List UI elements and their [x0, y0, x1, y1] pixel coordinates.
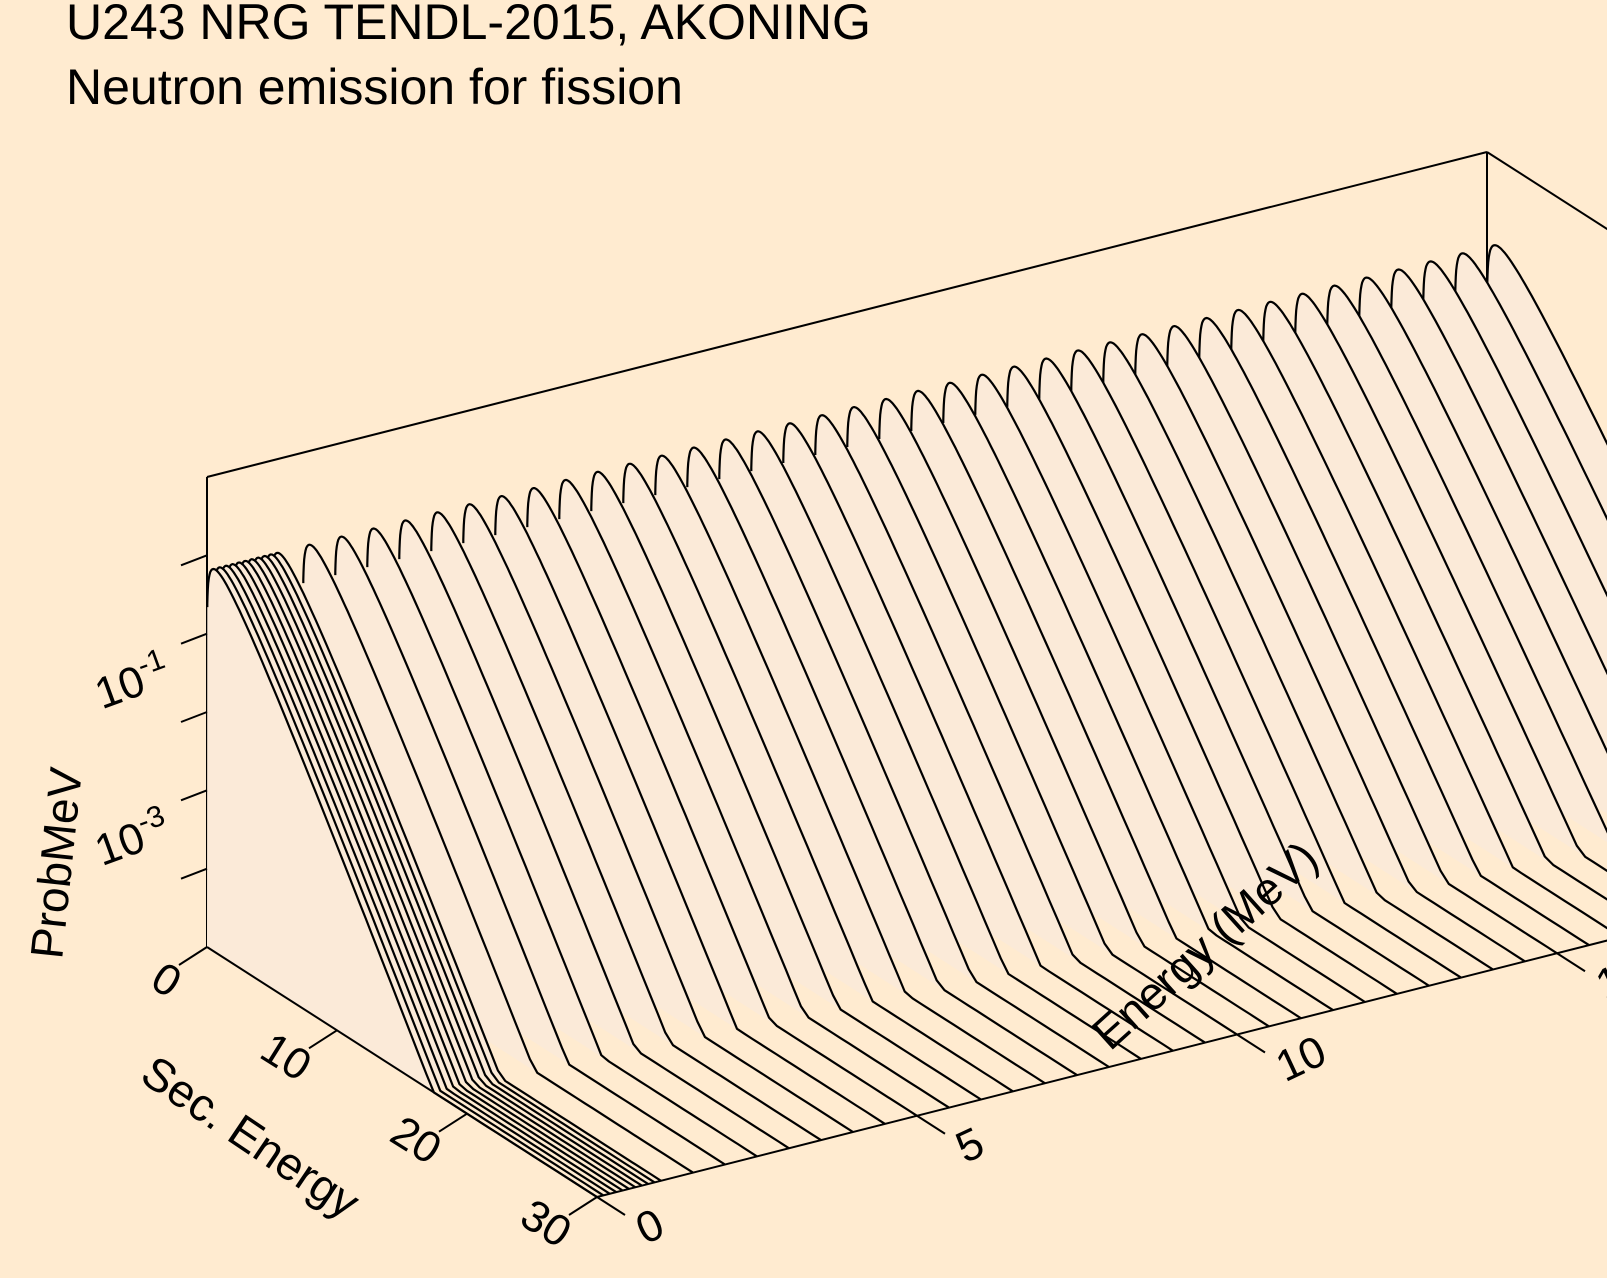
chart-title: U243 NRG TENDL-2015, AKONING — [66, 0, 871, 50]
z-tick — [180, 867, 208, 880]
spectrum-line — [718, 438, 1110, 1068]
spectrum-line — [814, 414, 1206, 1044]
x-tick-label: 0 — [629, 1199, 672, 1254]
x-tick-label: 5 — [949, 1118, 992, 1173]
spectrum-line — [1358, 276, 1607, 754]
spectrum-line — [231, 561, 624, 1192]
z-tick — [180, 711, 208, 723]
spectrum-line — [654, 454, 1046, 1085]
spectrum-line — [244, 558, 636, 1189]
spectrum-line — [782, 422, 1174, 1052]
box-edge — [1486, 151, 1607, 231]
spectrum-line — [1198, 316, 1590, 947]
y-tick-label: 10 — [252, 1023, 319, 1090]
chart-subtitle: Neutron emission for fission — [66, 59, 683, 115]
spectrum-line — [1006, 365, 1398, 995]
x-tick — [596, 1196, 626, 1216]
spectrum-fill — [1263, 301, 1607, 900]
x-tick-label: 15 — [1589, 945, 1607, 1010]
y-tick — [568, 1196, 598, 1216]
x-tick — [1556, 952, 1586, 973]
z-tick — [180, 789, 208, 802]
spectrum-fill — [1295, 293, 1607, 871]
spectrum-line — [686, 446, 1078, 1077]
x-tick — [916, 1114, 946, 1135]
y-axis-label: Sec. Energy — [132, 1045, 369, 1228]
spectrum-line — [1102, 341, 1494, 971]
spectrum-line — [1134, 333, 1526, 963]
spectrum-line — [430, 511, 822, 1142]
spectrum-line — [238, 559, 630, 1190]
spectrum-line — [334, 535, 726, 1166]
spectrum-line — [1038, 357, 1430, 987]
box-edge — [206, 151, 1488, 478]
spectrum-line — [302, 543, 694, 1174]
spectrum-line — [1422, 260, 1607, 598]
spectrum-line — [366, 527, 758, 1158]
spectrum-line — [263, 553, 656, 1184]
spectrum-line — [622, 462, 1014, 1093]
z-tick — [180, 632, 208, 645]
y-tick-label: 20 — [382, 1107, 449, 1174]
box-edge — [206, 946, 598, 1198]
spectrum-line — [974, 373, 1366, 1003]
spectrum-line — [558, 478, 950, 1109]
spectrum-line — [1454, 252, 1607, 521]
y-tick — [178, 946, 208, 966]
spectrum-line — [494, 495, 886, 1125]
spectrum-line — [257, 554, 649, 1185]
spectrum-line — [590, 470, 982, 1101]
y-tick-label: 30 — [512, 1190, 579, 1257]
z-tick-label: 10-1 — [87, 642, 177, 719]
spectrum-line — [1326, 284, 1607, 834]
spectrum-line — [1230, 308, 1607, 930]
spectrum-line — [1390, 268, 1607, 676]
spectrum-line — [526, 487, 918, 1117]
x-tick-label: 10 — [1269, 1026, 1334, 1091]
spectrum-line — [462, 503, 854, 1133]
z-tick-label: 10-3 — [87, 799, 177, 876]
z-axis-label: ProbMeV — [20, 765, 92, 961]
y-tick — [308, 1029, 338, 1050]
y-tick-label: 0 — [143, 953, 190, 1008]
spectrum-line — [225, 563, 617, 1194]
x-tick — [1236, 1033, 1266, 1054]
spectrum-line — [846, 406, 1238, 1036]
spectrum-line — [1070, 349, 1462, 979]
y-tick — [438, 1112, 468, 1133]
spectrum-line — [1486, 244, 1607, 446]
spectrum-line — [219, 564, 611, 1195]
spectrum-line — [398, 519, 790, 1150]
spectrum-line — [910, 389, 1302, 1020]
z-tick — [180, 554, 208, 567]
spectrum-line — [1166, 325, 1558, 955]
spectrum-line — [270, 551, 662, 1182]
spectrum-line — [1262, 300, 1607, 901]
spectrum-line — [942, 381, 1334, 1012]
spectrum-line — [251, 556, 643, 1187]
spectrum-curves — [206, 244, 1607, 1198]
spectrum-line — [878, 397, 1270, 1028]
spectrum-line — [212, 566, 604, 1197]
spectrum-line — [1294, 292, 1607, 873]
spectrum-line — [750, 430, 1142, 1060]
